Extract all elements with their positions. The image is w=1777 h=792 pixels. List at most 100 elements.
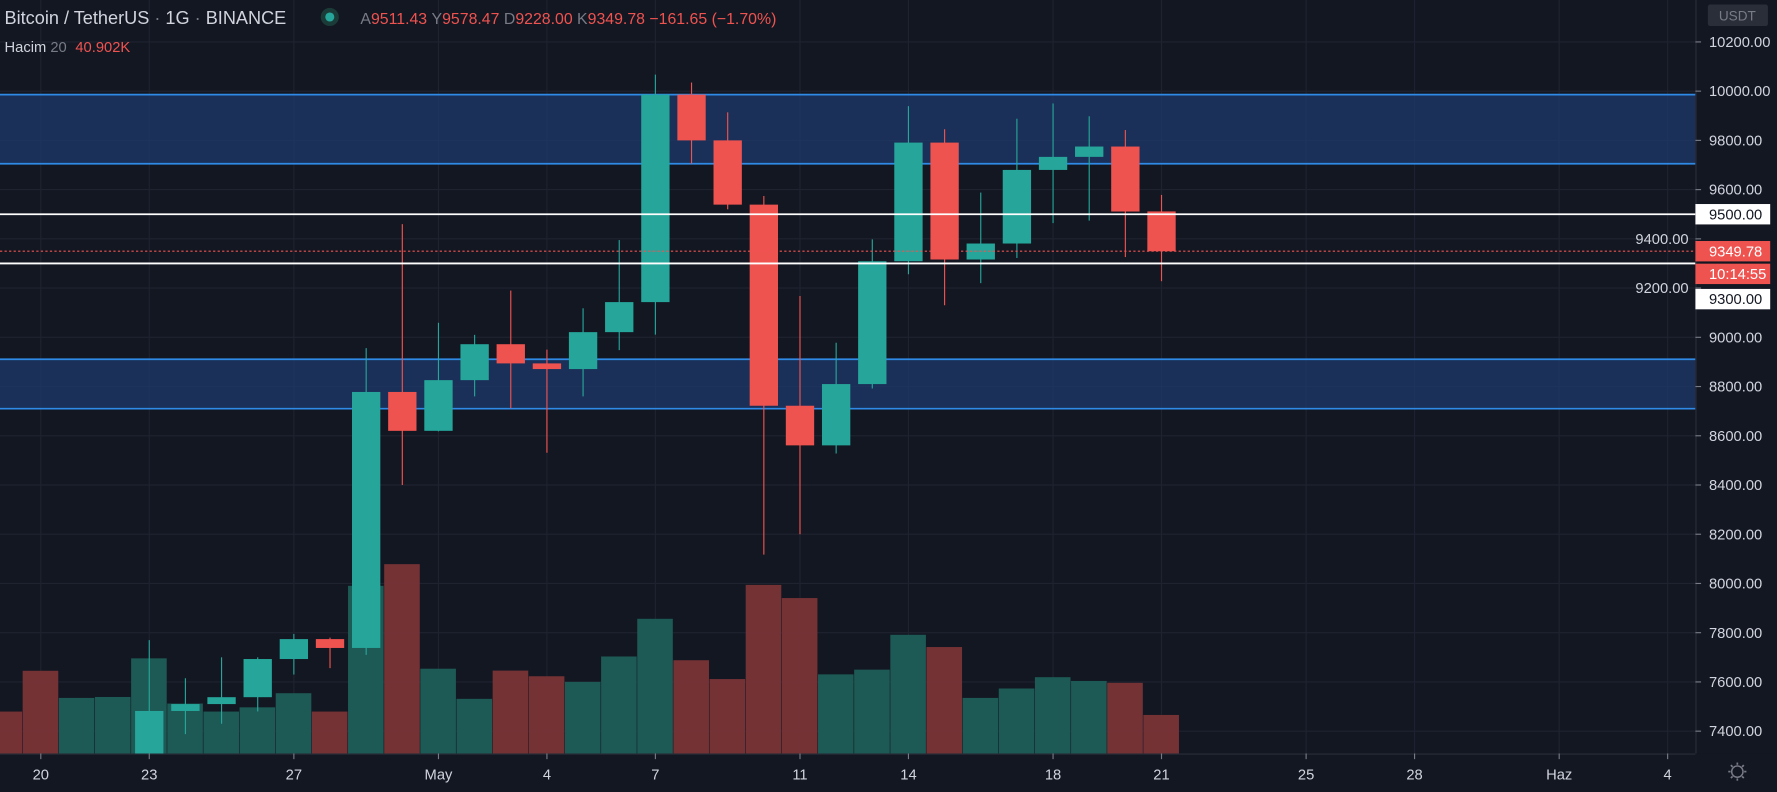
price-tick-label: 8200.00 [1709,527,1762,543]
support-resistance-zone[interactable] [0,94,1696,164]
candle-body[interactable] [532,363,562,370]
candle-body[interactable] [894,142,923,262]
candle-body[interactable] [496,344,525,364]
volume-bar [58,697,95,754]
candle-body[interactable] [315,639,345,648]
time-tick-label: May [425,768,453,784]
time-axis-bg [0,753,1777,792]
interval[interactable]: 1G [165,8,189,28]
time-tick-label: 18 [1045,768,1061,784]
time-tick-label: 11 [792,768,807,784]
price-tick-label: 9800.00 [1709,133,1762,149]
price-axis[interactable]: 10200.00 10000.00 9800.00 9600.00 9400.00 920… [1635,0,1777,792]
volume-bar [22,670,59,754]
currency-button[interactable] [1707,4,1768,27]
price-tick-label: 7600.00 [1709,675,1762,691]
candle-body[interactable] [821,384,851,446]
volume-legend[interactable]: Hacim 20 40.902K [5,40,131,56]
time-tick-label: 21 [1153,768,1169,784]
volume-bar [420,668,456,754]
volume-bar [275,693,312,754]
price-tick-label: 8400.00 [1709,478,1762,494]
line-label-9300-box [1695,288,1771,310]
time-axis[interactable]: 20 23 27 May 4 7 11 14 18 21 25 28 Haz 4 [0,753,1777,792]
price-tick-label: 9600.00 [1709,183,1762,199]
volume-bar [601,656,637,754]
time-tick-label: 4 [543,768,551,784]
time-tick-label: Haz [1546,768,1572,784]
svg-text:Hacim 20 40.902K: Hacim 20 40.902K [5,40,131,56]
candle-body[interactable] [785,405,815,446]
candle-body[interactable] [352,391,381,648]
time-tick-label: 25 [1298,768,1314,784]
volume-bar [1071,680,1107,754]
symbol-name[interactable]: Bitcoin / TetherUS [5,8,150,28]
price-axis-bg [1695,0,1777,792]
candle-body[interactable] [207,697,236,705]
volume-bar [528,676,565,754]
volume-bar [926,647,963,754]
candle-body[interactable] [930,142,959,260]
line-label-9500: 9500.00 [1709,207,1762,223]
price-tick-label: 9000.00 [1709,330,1762,346]
candle-body[interactable] [713,140,742,205]
time-tick-label: 28 [1406,768,1422,784]
candle-body[interactable] [279,639,309,660]
price-tick-label: 8600.00 [1709,429,1762,445]
candle-body[interactable] [388,391,417,431]
market-status-dot[interactable] [325,12,335,22]
price-tick-label: 9200.00 [1635,281,1688,297]
volume-bar [673,660,709,754]
candle-body[interactable] [424,380,453,431]
candle-body[interactable] [677,94,706,141]
candle-body[interactable] [641,94,670,303]
volume-bar [890,634,926,754]
gear-icon[interactable] [1728,762,1747,781]
price-tick-label: 9400.00 [1635,232,1688,248]
last-price-label-box [1695,241,1771,262]
candle-body[interactable] [171,704,200,711]
exchange: BINANCE [206,8,287,28]
candle-body[interactable] [749,204,779,406]
volume-bar [745,584,782,754]
candle-body[interactable] [1111,146,1140,212]
volume-bar [854,669,890,754]
volume-bar [962,697,999,754]
volume-bar [0,711,23,754]
volume-series [0,564,1179,754]
price-tick-label: 8000.00 [1709,577,1762,593]
time-tick-label: 7 [651,768,659,784]
price-tick-label: 8800.00 [1709,380,1762,396]
line-label-9300: 9300.00 [1709,292,1762,308]
volume-label: Hacim [5,40,47,56]
horizontal-lines[interactable] [0,213,1696,265]
volume-bar [564,681,601,754]
time-tick-label: 27 [286,768,302,784]
volume-bar [456,698,493,754]
price-tick-label: 7400.00 [1709,724,1762,740]
volume-bar [1107,682,1143,754]
candle-body[interactable] [1002,169,1032,244]
symbol-legend[interactable]: Bitcoin / TetherUS · 1G · BINANCE A9511.… [5,8,777,28]
candle-body[interactable] [605,302,634,333]
candle-body[interactable] [1038,156,1068,170]
volume-bar [94,696,131,754]
volume-bar [239,707,276,754]
time-tick-label: 23 [141,768,157,784]
candle-body[interactable] [1147,211,1176,252]
time-tick-label: 4 [1664,768,1672,784]
volume-bar [311,711,348,754]
time-tick-label: 14 [900,768,916,784]
candle-body[interactable] [858,261,887,385]
bar-countdown-box [1695,263,1771,285]
price-tick-label: 10200.00 [1709,35,1770,51]
volume-bar [998,688,1035,754]
price-change: −161.65 (−1.70%) [649,11,776,28]
candle-body[interactable] [1075,146,1104,157]
candle-body[interactable] [568,332,598,370]
candle-body[interactable] [243,659,272,698]
candle-body[interactable] [460,344,489,381]
volume-bar [637,618,673,754]
volume-bar [1034,677,1071,754]
